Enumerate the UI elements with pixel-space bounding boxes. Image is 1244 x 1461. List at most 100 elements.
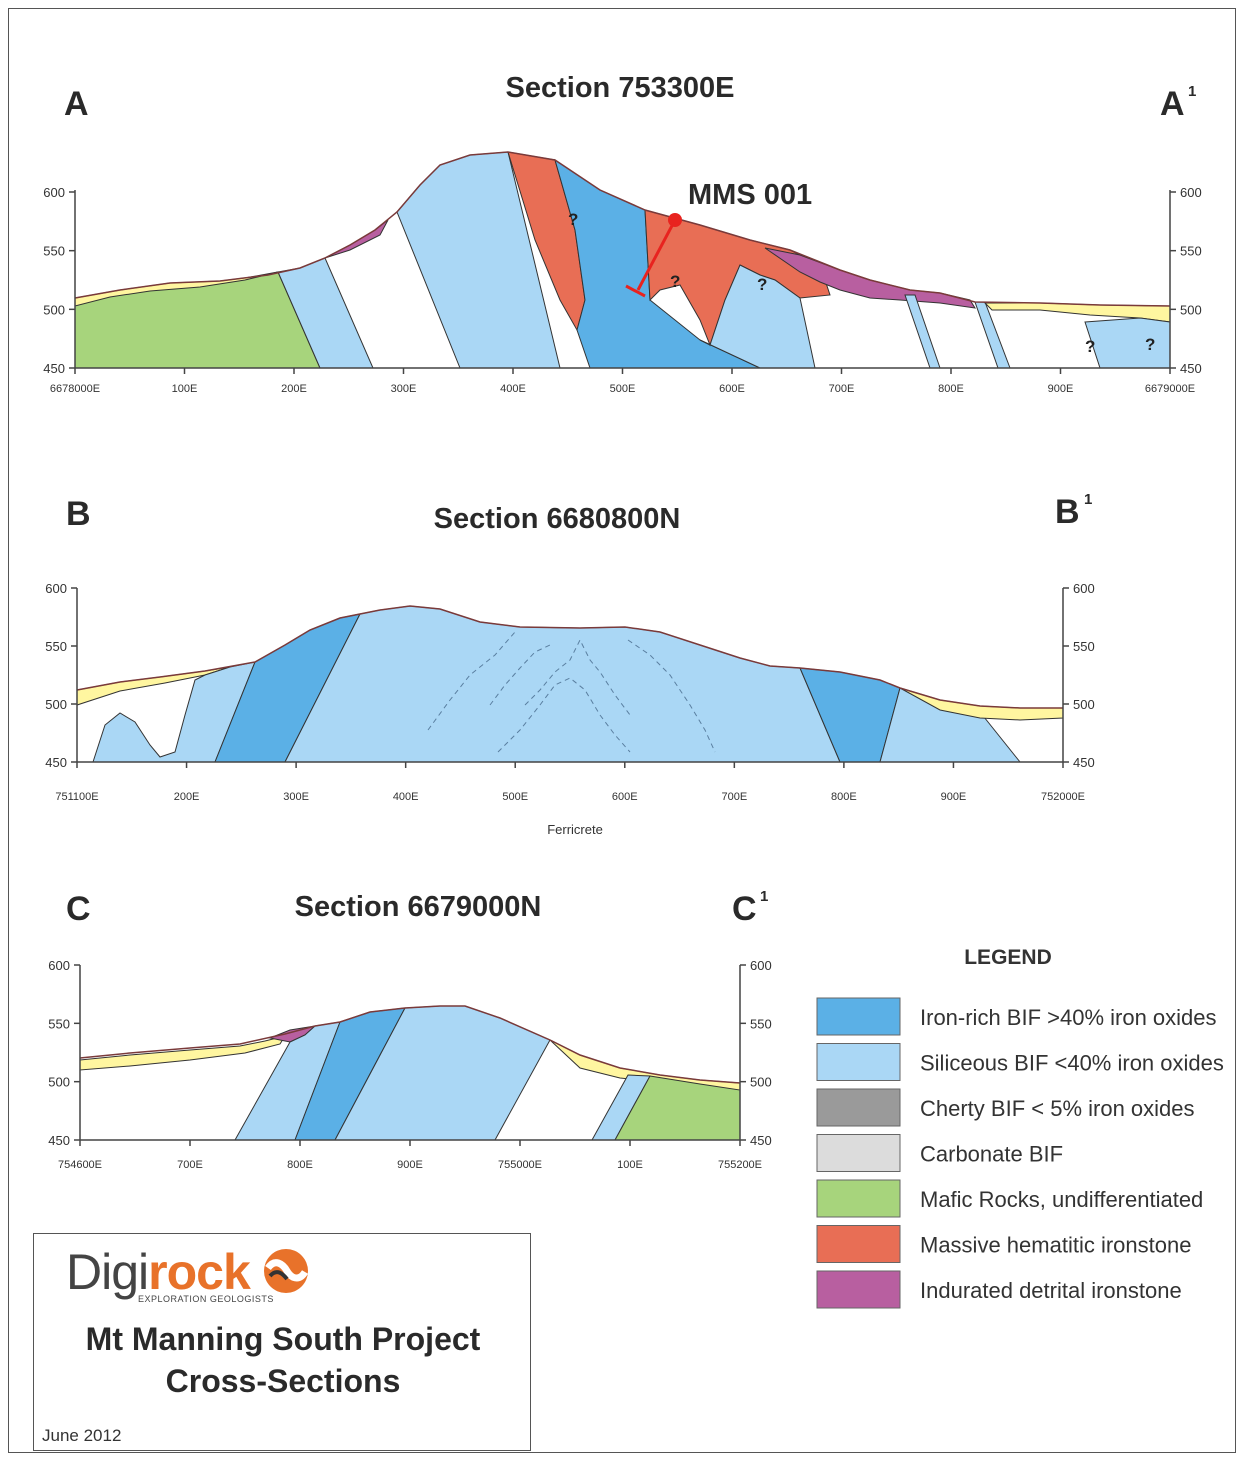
x-tick-label: 300E: [391, 383, 417, 395]
x-tick-label: 752000E: [1041, 791, 1085, 803]
x-tick-label: 700E: [829, 383, 855, 395]
x-tick-label: 400E: [500, 383, 526, 395]
drawing-frame: [8, 8, 1236, 1453]
x-tick-label: 200E: [281, 383, 307, 395]
section-a-y-ticks: 600 600 550 550 500 500 450 450: [43, 185, 1201, 376]
x-tick-label: 500E: [502, 791, 528, 803]
x-tick-label: 300E: [283, 791, 309, 803]
y-tick-label-right: 500: [1073, 697, 1095, 712]
section-a-drill-hole-trace: [636, 219, 677, 291]
x-tick-label: 900E: [397, 1159, 423, 1171]
x-tick-label: 754600E: [58, 1159, 102, 1171]
section-a-siliceous-dyke-2: [974, 301, 1011, 369]
legend-items: Iron-rich BIF >40% iron oxides Siliceous …: [816, 997, 1224, 1309]
section-a-left-label: A: [64, 85, 89, 123]
legend-label: Massive hematitic ironstone: [920, 1233, 1191, 1258]
x-tick-label: 800E: [938, 383, 964, 395]
y-tick-label-left: 450: [43, 361, 65, 376]
x-tick-label: 700E: [177, 1159, 203, 1171]
section-a-ground-surface: [74, 151, 1171, 307]
x-tick-label: 751100E: [55, 791, 98, 803]
y-tick-label-right: 600: [750, 958, 772, 973]
section-b-x-ticks: 751100E 200E 300E 400E 500E 600E 700E 800E 900E 7…: [55, 762, 1085, 803]
section-c-y-ticks: 600 600 550 550 500 500 450 450: [48, 958, 771, 1148]
section-a-x-ticks: 6678000E 100E 200E 300E 400E 500E 600E 700E 800E…: [50, 368, 1195, 395]
section-b-left-label: B: [66, 495, 91, 533]
project-title-line2: Cross-Sections: [165, 1363, 401, 1399]
section-a-title: Section 753300E: [506, 72, 735, 104]
x-tick-label: 200E: [174, 791, 200, 803]
section-c-title: Section 6679000N: [295, 891, 542, 923]
section-c-right-sup: 1: [760, 888, 768, 905]
x-tick-label: 800E: [831, 791, 857, 803]
section-c: C Section 6679000N C 1 600 600 550 550 500 50…: [48, 888, 771, 1171]
y-tick-label-left: 550: [45, 639, 67, 654]
section-b-annotation: Ferricrete: [547, 822, 603, 837]
section-b-siliceous-right: [879, 687, 1022, 763]
y-tick-label-right: 450: [1180, 361, 1202, 376]
section-a-drill-hole-collar: [668, 213, 682, 227]
x-tick-label: 900E: [941, 791, 967, 803]
y-tick-label-left: 450: [48, 1133, 70, 1148]
project-title-line1: Mt Manning South Project: [85, 1321, 481, 1357]
section-b-right-sup: 1: [1084, 491, 1092, 508]
legend-label: Siliceous BIF <40% iron oxides: [920, 1051, 1224, 1076]
section-a-question-mark: ?: [757, 275, 767, 294]
legend-label: Indurated detrital ironstone: [920, 1278, 1182, 1303]
section-a: A Section 753300E A 1 MMS 001 ? ? ? ? ?: [43, 72, 1201, 395]
legend-label: Cherty BIF < 5% iron oxides: [920, 1096, 1195, 1121]
y-tick-label-right: 550: [1180, 244, 1202, 259]
x-tick-label: 100E: [172, 383, 198, 395]
section-b-title: Section 6680800N: [434, 503, 681, 535]
x-tick-label: 400E: [393, 791, 419, 803]
section-a-question-mark: ?: [1085, 337, 1095, 356]
section-b-right-label: B: [1055, 493, 1080, 531]
y-tick-label-left: 500: [45, 697, 67, 712]
logo-text-rock: rock: [148, 1244, 251, 1300]
digirock-emblem-icon: [264, 1249, 308, 1293]
section-a-drill-hole-end: [625, 284, 646, 298]
section-a-right-sup: 1: [1188, 83, 1196, 100]
x-tick-label: 755000E: [498, 1159, 542, 1171]
y-tick-label-left: 600: [45, 581, 67, 596]
x-tick-label: 6678000E: [50, 383, 100, 395]
section-c-right-label: C: [732, 890, 757, 928]
legend-swatch: [816, 1179, 901, 1218]
y-tick-label-left: 600: [43, 185, 65, 200]
x-tick-label: 6679000E: [1145, 383, 1195, 395]
digirock-logo: Digirock: [66, 1244, 251, 1300]
x-tick-label: 800E: [287, 1159, 313, 1171]
legend-swatch: [816, 1043, 901, 1081]
x-tick-label: 755200E: [718, 1159, 762, 1171]
section-c-ground-surface: [79, 1005, 741, 1084]
y-tick-label-right: 450: [1073, 755, 1095, 770]
section-a-right-label: A: [1160, 85, 1185, 123]
legend-swatch: [816, 997, 901, 1036]
logo-text-digi: Digi: [66, 1244, 149, 1300]
legend-swatch: [816, 1088, 901, 1127]
y-tick-label-left: 500: [43, 302, 65, 317]
section-b-ground-surface: [76, 605, 1063, 709]
legend-label: Mafic Rocks, undifferentiated: [920, 1187, 1203, 1212]
legend-swatch: [816, 1134, 901, 1172]
project-date: June 2012: [42, 1426, 122, 1445]
y-tick-label-left: 600: [48, 958, 70, 973]
y-tick-label-right: 500: [1180, 302, 1202, 317]
y-tick-label-right: 600: [1073, 581, 1095, 596]
section-c-x-ticks: 754600E 700E 800E 900E 755000E 100E 755200E: [58, 1140, 762, 1171]
x-tick-label: 600E: [719, 383, 745, 395]
y-tick-label-left: 550: [48, 1016, 70, 1031]
section-b-siliceous-core: [284, 605, 841, 763]
section-b-y-ticks: 600 600 550 550 500 500 450 450: [45, 581, 1094, 770]
y-tick-label-left: 450: [45, 755, 67, 770]
y-tick-label-left: 550: [43, 244, 65, 259]
x-tick-label: 600E: [612, 791, 638, 803]
logo-subtitle: EXPLORATION GEOLOGISTS: [138, 1294, 274, 1304]
legend-label: Carbonate BIF: [920, 1142, 1063, 1167]
legend-swatch: [816, 1270, 901, 1309]
section-a-hole-label: MMS 001: [688, 179, 812, 211]
y-tick-label-right: 600: [1180, 185, 1202, 200]
y-tick-label-right: 550: [1073, 639, 1095, 654]
x-tick-label: 900E: [1048, 383, 1074, 395]
x-tick-label: 500E: [610, 383, 636, 395]
